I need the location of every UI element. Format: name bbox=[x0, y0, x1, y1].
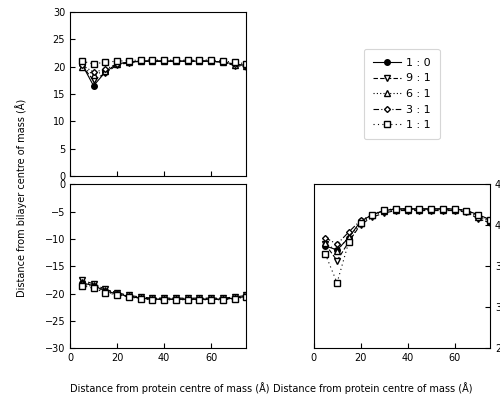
Text: Distance from protein centre of mass (Å): Distance from protein centre of mass (Å) bbox=[70, 382, 270, 394]
Text: Distance from protein centre of mass (Å): Distance from protein centre of mass (Å) bbox=[273, 382, 472, 394]
Legend: 1 : 0, 9 : 1, 6 : 1, 3 : 1, 1 : 1: 1 : 0, 9 : 1, 6 : 1, 3 : 1, 1 : 1 bbox=[364, 49, 440, 139]
Text: Distance from bilayer centre of mass (Å): Distance from bilayer centre of mass (Å) bbox=[15, 99, 27, 297]
